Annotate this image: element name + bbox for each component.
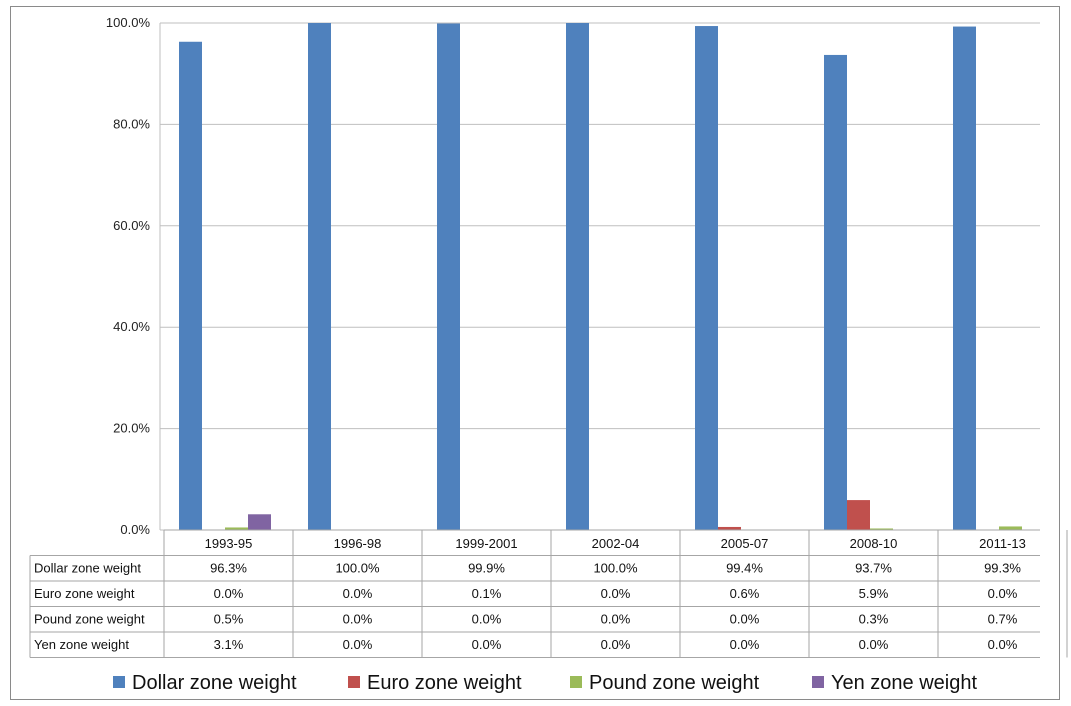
legend-swatch: [570, 676, 582, 688]
data-label: 100.0%: [593, 561, 638, 576]
data-label: 0.0%: [988, 586, 1018, 601]
bars: [179, 23, 1022, 531]
bar: [566, 23, 589, 530]
bar: [953, 26, 976, 530]
bar: [824, 54, 847, 530]
data-label: 99.3%: [984, 561, 1021, 576]
legend-label: Euro zone weight: [367, 672, 522, 694]
data-label: 0.0%: [601, 586, 631, 601]
data-label: 0.3%: [859, 612, 889, 627]
legend-label: Pound zone weight: [589, 672, 760, 694]
bar: [870, 528, 893, 530]
y-tick-label: 20.0%: [113, 421, 150, 436]
x-tick-label: 2008-10: [850, 536, 898, 551]
y-tick-label: 0.0%: [120, 522, 150, 537]
data-label: 99.9%: [468, 561, 505, 576]
data-label: 100.0%: [335, 561, 380, 576]
y-axis-tick-labels: 0.0% 20.0% 40.0% 60.0% 80.0% 100.0%: [106, 15, 151, 537]
data-label: 0.0%: [343, 637, 373, 652]
y-tick-label: 60.0%: [113, 218, 150, 233]
x-tick-label: 2005-07: [721, 536, 769, 551]
bar: [847, 500, 870, 530]
data-table: 1993-95 1996-98 1999-2001 2002-04 2005-07 200…: [29, 529, 1068, 658]
bar: [718, 526, 741, 530]
x-tick-label: 1996-98: [334, 536, 382, 551]
bar: [225, 527, 248, 530]
data-label: 0.0%: [988, 637, 1018, 652]
data-label: 0.0%: [601, 612, 631, 627]
chart-frame: [10, 6, 1060, 700]
data-label: 0.0%: [214, 586, 244, 601]
data-label: 99.4%: [726, 561, 763, 576]
table-row-label: Euro zone weight: [34, 586, 135, 601]
gridlines: [159, 22, 1040, 531]
x-tick-label: 1993-95: [205, 536, 253, 551]
bar: [695, 26, 718, 531]
data-label: 0.0%: [730, 637, 760, 652]
data-label: 0.0%: [601, 637, 631, 652]
y-tick-label: 100.0%: [106, 15, 151, 30]
data-label: 96.3%: [210, 561, 247, 576]
bar: [999, 526, 1022, 530]
bar: [179, 41, 202, 530]
data-label: 3.1%: [214, 637, 244, 652]
bar: [248, 514, 271, 530]
data-label: 0.0%: [343, 612, 373, 627]
table-row-label: Pound zone weight: [34, 612, 145, 627]
x-tick-label: 2011-13: [979, 536, 1026, 551]
data-label: 0.5%: [214, 612, 244, 627]
legend-label: Dollar zone weight: [132, 672, 297, 694]
data-label: 0.0%: [343, 586, 373, 601]
legend-swatch: [113, 676, 125, 688]
legend-label: Yen zone weight: [831, 672, 977, 694]
table-row-label: Yen zone weight: [34, 637, 129, 652]
table-row-label: Dollar zone weight: [34, 561, 141, 576]
data-label: 93.7%: [855, 561, 892, 576]
x-tick-label: 1999-2001: [455, 536, 517, 551]
data-label: 0.6%: [730, 586, 760, 601]
data-label: 0.1%: [472, 586, 502, 601]
bar: [437, 23, 460, 531]
x-tick-label: 2002-04: [592, 536, 640, 551]
bar: [308, 23, 331, 530]
data-label: 0.0%: [859, 637, 889, 652]
data-label: 5.9%: [859, 586, 889, 601]
legend-swatch: [348, 676, 360, 688]
legend: Dollar zone weight Euro zone weight Pound …: [113, 672, 977, 694]
data-label: 0.7%: [988, 612, 1018, 627]
legend-swatch: [812, 676, 824, 688]
y-tick-label: 80.0%: [113, 116, 150, 131]
data-label: 0.0%: [730, 612, 760, 627]
data-label: 0.0%: [472, 637, 502, 652]
y-tick-label: 40.0%: [113, 319, 150, 334]
data-label: 0.0%: [472, 612, 502, 627]
